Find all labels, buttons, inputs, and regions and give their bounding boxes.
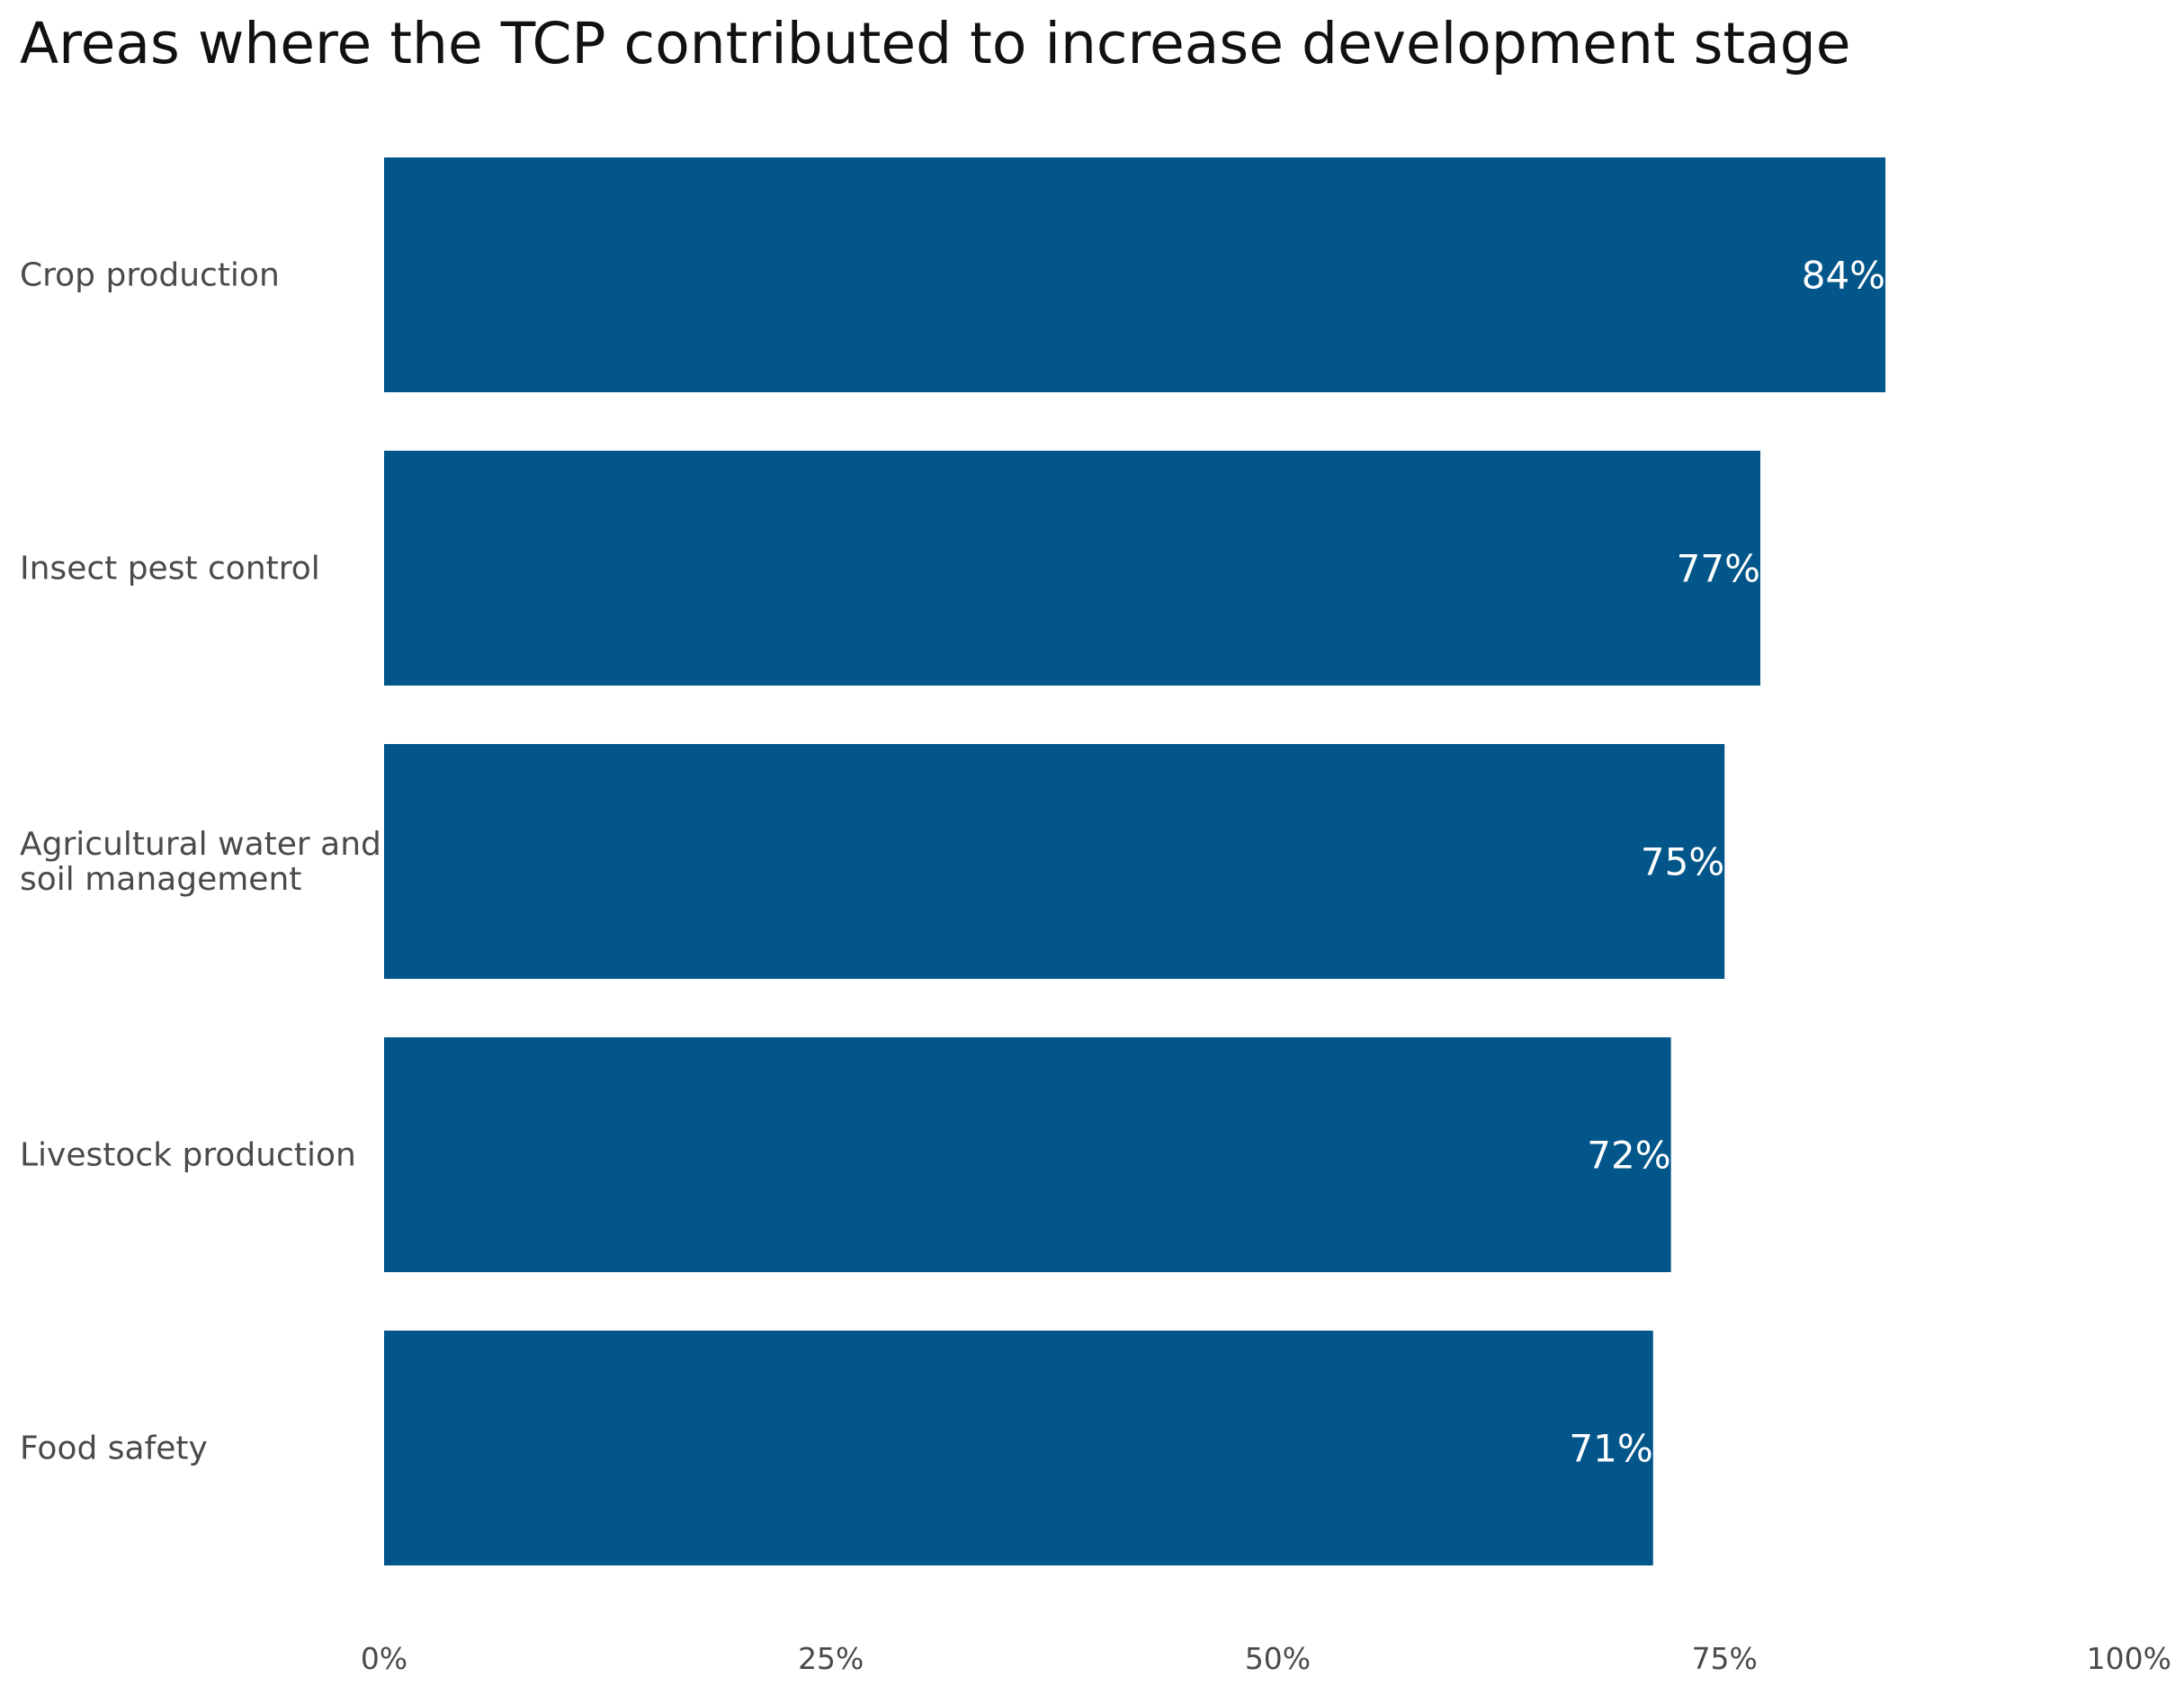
x-tick-label: 100% — [2087, 1641, 2171, 1676]
bar-value-label: 77% — [1677, 547, 1760, 591]
bar-3 — [384, 744, 1725, 979]
x-axis-ticks-group: 0% 25% 50% 75% 100% — [361, 1641, 2171, 1676]
category-labels-group: Crop production Insect pest control Agricu… — [20, 257, 381, 1467]
x-tick-label: 50% — [1245, 1641, 1311, 1676]
x-tick-label: 75% — [1692, 1641, 1758, 1676]
chart-title: Areas where the TCP contributed to incre… — [20, 11, 1851, 76]
category-label: Crop production — [20, 257, 280, 294]
bar-value-label: 72% — [1587, 1134, 1670, 1178]
category-label: Food safety — [20, 1430, 208, 1467]
x-tick-label: 0% — [361, 1641, 407, 1676]
bars-group — [384, 157, 1886, 1565]
bar-value-label: 71% — [1569, 1427, 1652, 1471]
bar-5 — [384, 1331, 1653, 1565]
value-labels-group: 84% 77% 75% 72% 71% — [1569, 254, 1885, 1471]
bar-2 — [384, 451, 1760, 686]
bar-1 — [384, 157, 1886, 392]
bar-value-label: 75% — [1641, 840, 1724, 884]
category-label: Insect pest control — [20, 551, 320, 587]
category-label: Agricultural water and — [20, 826, 381, 863]
x-tick-label: 25% — [798, 1641, 864, 1676]
category-label: soil management — [20, 861, 301, 898]
bar-value-label: 84% — [1802, 254, 1885, 298]
bar-4 — [384, 1037, 1671, 1272]
category-label: Livestock production — [20, 1137, 356, 1174]
